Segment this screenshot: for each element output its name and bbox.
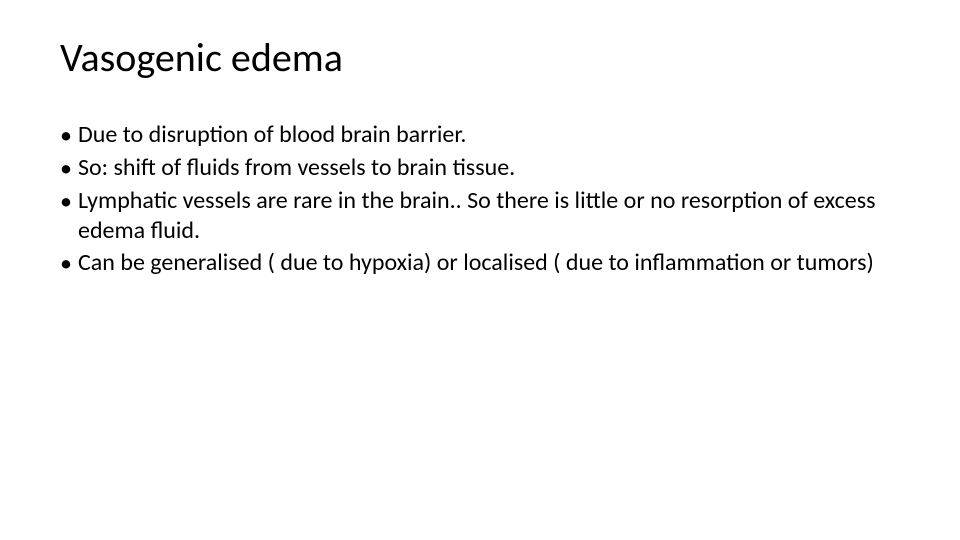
bullet-text: Can be generalised ( due to hypoxia) or … bbox=[78, 248, 900, 278]
bullet-marker-icon: • bbox=[60, 120, 78, 151]
bullet-item: • Lymphatic vessels are rare in the brai… bbox=[60, 186, 900, 246]
bullet-marker-icon: • bbox=[60, 248, 78, 279]
slide-body: • Due to disruption of blood brain barri… bbox=[60, 120, 900, 279]
slide-container: Vasogenic edema • Due to disruption of b… bbox=[0, 0, 960, 540]
bullet-marker-icon: • bbox=[60, 186, 78, 217]
bullet-marker-icon: • bbox=[60, 153, 78, 184]
bullet-text: Lymphatic vessels are rare in the brain.… bbox=[78, 186, 900, 246]
bullet-text: Due to disruption of blood brain barrier… bbox=[78, 120, 900, 150]
bullet-item: • Due to disruption of blood brain barri… bbox=[60, 120, 900, 151]
bullet-item: • Can be generalised ( due to hypoxia) o… bbox=[60, 248, 900, 279]
bullet-item: • So: shift of fluids from vessels to br… bbox=[60, 153, 900, 184]
bullet-text: So: shift of fluids from vessels to brai… bbox=[78, 153, 900, 183]
slide-title: Vasogenic edema bbox=[60, 36, 900, 80]
